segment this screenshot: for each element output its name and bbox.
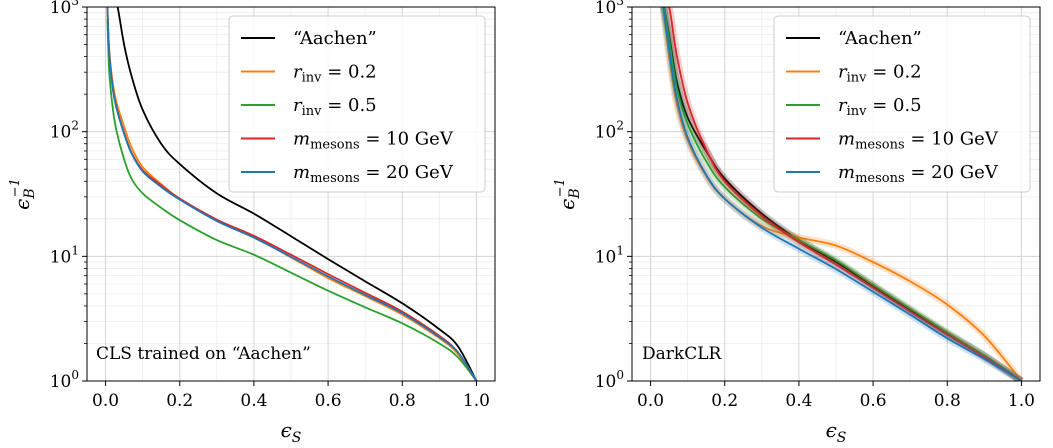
legend-label: rinv = 0.2 bbox=[293, 62, 377, 86]
x-tick-label: 1.0 bbox=[1008, 391, 1035, 411]
y-tick-label: 101 bbox=[595, 243, 624, 267]
legend-label: “Aachen” bbox=[838, 28, 922, 49]
y-axis-label: ϵB−1 bbox=[553, 178, 583, 210]
legend-label: mmesons = 10 GeV bbox=[293, 129, 454, 153]
legend-label: rinv = 0.2 bbox=[838, 62, 922, 86]
legend-label: rinv = 0.5 bbox=[293, 95, 377, 119]
x-tick-label: 0.0 bbox=[92, 391, 119, 411]
y-tick-label: 102 bbox=[595, 119, 624, 143]
series-line-3 bbox=[668, 7, 1022, 381]
legend: “Aachen” rinv = 0.2 rinv = 0.5 mmesons = 10… bbox=[773, 15, 1031, 193]
series-line-0 bbox=[116, 7, 478, 381]
y-tick-label: 100 bbox=[50, 368, 79, 392]
x-tick-label: 0.4 bbox=[785, 391, 812, 411]
y-tick-label: 100 bbox=[595, 368, 624, 392]
x-tick-label: 1.0 bbox=[463, 391, 490, 411]
legend-label: mmesons = 20 GeV bbox=[293, 162, 454, 186]
chart-annotation: CLS trained on “Aachen” bbox=[96, 344, 311, 364]
x-tick-label: 0.4 bbox=[240, 391, 267, 411]
series-group bbox=[106, 7, 478, 381]
x-axis-label: ϵS bbox=[826, 418, 847, 446]
y-tick-label: 103 bbox=[50, 0, 79, 18]
chart-panel-1: 0.0 0.2 0.4 0.6 0.8 1.0 100 101 102 103 ϵS ϵB−1 CLS … bbox=[8, 0, 496, 446]
series-group bbox=[659, 7, 1025, 381]
legend-label: rinv = 0.5 bbox=[838, 95, 922, 119]
y-tick-label: 101 bbox=[50, 243, 79, 267]
chart-annotation: DarkCLR bbox=[642, 344, 722, 364]
legend: “Aachen” rinv = 0.2 rinv = 0.5 mmesons = 10… bbox=[228, 15, 486, 193]
legend-box bbox=[228, 15, 486, 193]
series-line-4 bbox=[662, 7, 1022, 381]
y-axis-label: ϵB−1 bbox=[8, 178, 38, 210]
plot-frame bbox=[86, 6, 496, 382]
y-tick-label: 102 bbox=[50, 119, 79, 143]
series-line-2 bbox=[106, 19, 478, 381]
x-tick-label: 0.8 bbox=[934, 391, 961, 411]
x-tick-label: 0.6 bbox=[315, 391, 342, 411]
legend-label: mmesons = 20 GeV bbox=[838, 162, 999, 186]
x-tick-label: 0.6 bbox=[860, 391, 887, 411]
x-tick-label: 0.8 bbox=[389, 391, 416, 411]
plot-frame bbox=[631, 6, 1041, 382]
legend-box bbox=[773, 15, 1031, 193]
y-tick-label: 103 bbox=[595, 0, 624, 18]
x-axis-label: ϵS bbox=[281, 418, 302, 446]
series-line-4 bbox=[106, 7, 478, 381]
legend-label: mmesons = 10 GeV bbox=[838, 129, 999, 153]
legend-label: “Aachen” bbox=[293, 28, 377, 49]
series-line-0 bbox=[663, 7, 1022, 381]
x-tick-label: 0.2 bbox=[166, 391, 193, 411]
x-tick-label: 0.0 bbox=[637, 391, 664, 411]
series-line-2 bbox=[662, 7, 1022, 381]
x-tick-label: 0.2 bbox=[711, 391, 738, 411]
chart-panel-2: 0.0 0.2 0.4 0.6 0.8 1.0 100 101 102 103 ϵS ϵB−1 Dark… bbox=[553, 0, 1041, 446]
